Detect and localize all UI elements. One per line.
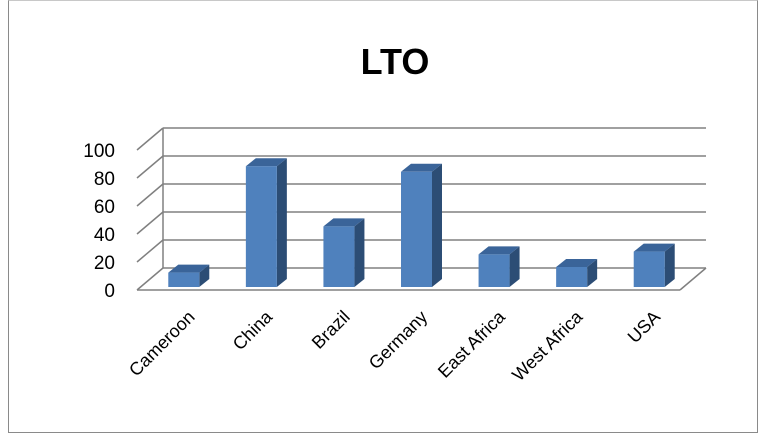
bar-front: [401, 171, 432, 287]
bar-china: [245, 158, 287, 287]
bar-brazil: [323, 218, 365, 287]
bar-front: [245, 166, 277, 287]
category-labels: Cameroon China Brazil Germany East Africa Wes…: [125, 306, 664, 385]
category-label: Germany: [365, 307, 431, 373]
grid-wall-line-5: [136, 127, 164, 151]
category-label: West Africa: [508, 306, 587, 385]
bar-side: [509, 246, 520, 287]
category-label: Cameroon: [125, 307, 199, 381]
category-label: China: [229, 306, 277, 354]
y-tick-label: 60: [94, 197, 115, 218]
bar-side: [276, 158, 287, 287]
chart-title: LTO: [361, 41, 430, 82]
bar-east-africa: [478, 246, 520, 287]
bar-front: [168, 272, 200, 287]
y-axis-tick-labels: 0 20 40 60 80 100: [83, 141, 115, 302]
bar-front: [633, 251, 665, 287]
grid-wall-line-4: [136, 155, 164, 179]
bars: [168, 158, 675, 287]
bar-side: [587, 259, 598, 287]
bar-side: [199, 264, 210, 287]
grid-wall-line-3: [136, 183, 164, 207]
y-tick-label: 100: [83, 141, 115, 162]
bar-usa: [633, 243, 675, 287]
bar-front: [323, 226, 355, 287]
bar-cameroon: [168, 264, 210, 287]
bar-side: [432, 163, 442, 287]
bar-top: [168, 264, 210, 273]
bar-germany: [401, 163, 442, 287]
bar-front: [556, 267, 588, 287]
bar-side: [664, 243, 675, 287]
category-label: East Africa: [434, 306, 510, 382]
bar-top: [478, 246, 520, 255]
y-tick-label: 20: [94, 253, 115, 274]
y-tick-label: 0: [104, 281, 115, 302]
bar-front: [478, 254, 510, 287]
grid-wall-line-1: [136, 239, 164, 263]
grid-wall-line-2: [136, 211, 164, 235]
y-tick-label: 40: [94, 225, 115, 246]
bar-side: [354, 218, 365, 287]
y-tick-label: 80: [94, 169, 115, 190]
grid-wall-line-0: [136, 267, 164, 291]
category-label: USA: [624, 307, 664, 347]
bar-top: [401, 163, 442, 172]
bar-top: [633, 243, 675, 252]
bar-top: [556, 259, 598, 267]
bar-top: [323, 218, 365, 227]
bar-top: [245, 158, 287, 167]
chart-frame: [8, 0, 758, 433]
category-label: Brazil: [308, 307, 354, 353]
bar-west-africa: [556, 259, 598, 287]
floor-right-edge: [679, 267, 707, 291]
